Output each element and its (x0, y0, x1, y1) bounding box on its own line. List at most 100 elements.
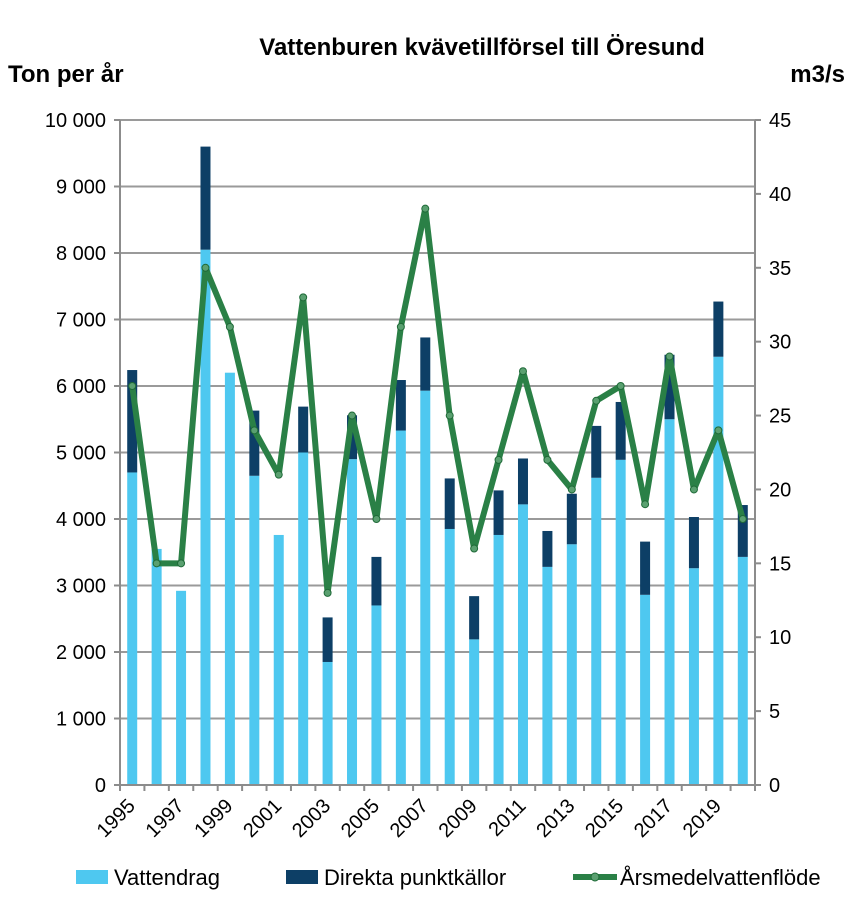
bar-direkta-2019 (713, 301, 724, 357)
y-left-tick-label: 6 000 (56, 376, 106, 398)
flow-point-2009 (470, 544, 479, 553)
y-right-axis-title: m3/s (790, 61, 845, 88)
x-tick-label: 2001 (239, 795, 286, 842)
y-right-tick-label: 35 (769, 258, 791, 280)
bar-vattendrag-2001 (273, 534, 284, 785)
y-left-tick-label: 2 000 (56, 642, 106, 664)
bar-direkta-2016 (640, 541, 651, 595)
bar-vattendrag-2009 (469, 639, 480, 785)
y-right-tick-label: 15 (769, 553, 791, 575)
legend-marker-flow (590, 872, 600, 882)
bar-direkta-2006 (395, 380, 406, 431)
flow-point-1998 (201, 263, 210, 272)
flow-point-2004 (348, 411, 357, 420)
bar-direkta-2017 (664, 354, 675, 420)
bar-direkta-1998 (200, 146, 211, 250)
y-left-tick-label: 8 000 (56, 243, 106, 265)
bar-vattendrag-1998 (200, 249, 211, 786)
bar-vattendrag-2017 (664, 419, 675, 785)
y-right-tick-label: 45 (769, 110, 791, 132)
bar-vattendrag-1996 (151, 548, 162, 785)
flow-point-2016 (641, 500, 650, 509)
y-left-tick-label: 9 000 (56, 177, 106, 199)
bars (127, 146, 748, 786)
bar-direkta-2009 (469, 596, 480, 640)
bar-vattendrag-2018 (688, 568, 699, 785)
flow-point-2003 (323, 588, 332, 597)
bar-vattendrag-2000 (249, 475, 260, 785)
x-tick-label: 2017 (630, 795, 677, 842)
flow-point-2002 (299, 293, 308, 302)
bar-direkta-2013 (566, 493, 577, 545)
y-left-tick-label: 4 000 (56, 509, 106, 531)
y-left-tick-label: 7 000 (56, 310, 106, 332)
flow-point-2020 (738, 515, 747, 523)
x-tick-label: 2013 (532, 795, 579, 842)
flow-point-2005 (372, 515, 381, 523)
x-tick-label: 2019 (679, 795, 726, 842)
y-right-tick-label: 20 (769, 479, 791, 501)
y-right-tick-label: 10 (769, 627, 791, 649)
x-tick-label: 2009 (435, 795, 482, 842)
y-left-axis-title: Ton per år (8, 61, 124, 88)
y-right-ticks: 0 5 10 15 20 25 30 35 40 45 (755, 110, 791, 797)
bar-vattendrag-2016 (640, 594, 651, 785)
bar-vattendrag-2010 (493, 534, 504, 785)
y-right-tick-label: 25 (769, 406, 791, 428)
x-tick-label: 2005 (337, 795, 384, 842)
legend-swatch-vattendrag (76, 870, 108, 884)
bar-vattendrag-1995 (127, 472, 138, 785)
bar-vattendrag-2002 (298, 452, 309, 785)
y-left-tick-label: 5 000 (56, 443, 106, 465)
bar-direkta-2010 (493, 490, 504, 535)
bar-vattendrag-2011 (517, 504, 528, 785)
flow-point-2012 (543, 455, 552, 464)
flow-point-2008 (445, 411, 454, 420)
bar-vattendrag-2008 (444, 528, 455, 785)
bar-direkta-2014 (591, 425, 602, 478)
y-left-tick-label: 10 000 (45, 110, 106, 132)
y-right-tick-label: 5 (769, 701, 780, 723)
flow-point-2011 (518, 367, 527, 376)
flow-point-2007 (421, 204, 430, 213)
flow-point-2013 (567, 485, 576, 494)
flow-point-2000 (250, 426, 259, 435)
x-tick-label: 2011 (485, 795, 531, 841)
y-left-tick-label: 3 000 (56, 576, 106, 598)
y-left-tick-label: 0 (95, 775, 106, 797)
bar-vattendrag-2012 (542, 566, 553, 785)
bar-direkta-2012 (542, 530, 553, 567)
bar-vattendrag-1997 (176, 590, 187, 785)
bar-vattendrag-2019 (713, 356, 724, 785)
flow-point-1997 (177, 559, 186, 568)
bar-direkta-2020 (737, 505, 748, 557)
bar-vattendrag-2004 (347, 459, 358, 785)
legend: Vattendrag Direkta punktkällor Årsmedelv… (76, 865, 821, 890)
flow-point-1999 (225, 322, 234, 331)
bar-vattendrag-2020 (737, 556, 748, 785)
flow-point-2019 (714, 426, 723, 435)
bar-vattendrag-2005 (371, 605, 382, 785)
bar-direkta-2015 (615, 401, 626, 460)
legend-label-direkta: Direkta punktkällor (324, 865, 506, 890)
chart-title: Vattenburen kvävetillförsel till Öresund (259, 34, 704, 61)
bar-vattendrag-2003 (322, 661, 333, 785)
flow-line-path (129, 205, 746, 596)
bar-direkta-2011 (517, 458, 528, 505)
bar-direkta-2008 (444, 478, 455, 529)
bar-direkta-2005 (371, 556, 382, 606)
bar-vattendrag-2006 (395, 430, 406, 785)
flow-point-2006 (396, 322, 405, 331)
flow-line (128, 204, 747, 597)
bar-vattendrag-2015 (615, 459, 626, 785)
x-tick-label: 2003 (288, 795, 335, 842)
flow-point-1996 (152, 559, 161, 568)
flow-point-2010 (494, 455, 503, 464)
legend-label-flow: Årsmedelvattenflöde (620, 865, 821, 890)
bar-vattendrag-1999 (224, 372, 235, 785)
x-ticks: 1995 1997 1999 2001 2003 2005 2007 2009 2011 2013… (93, 785, 756, 842)
bar-vattendrag-2014 (591, 477, 602, 785)
bar-vattendrag-2007 (420, 390, 431, 785)
x-tick-label: 2015 (581, 795, 628, 842)
